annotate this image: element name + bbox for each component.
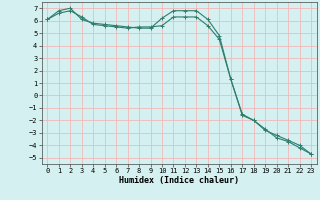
X-axis label: Humidex (Indice chaleur): Humidex (Indice chaleur) bbox=[119, 176, 239, 185]
